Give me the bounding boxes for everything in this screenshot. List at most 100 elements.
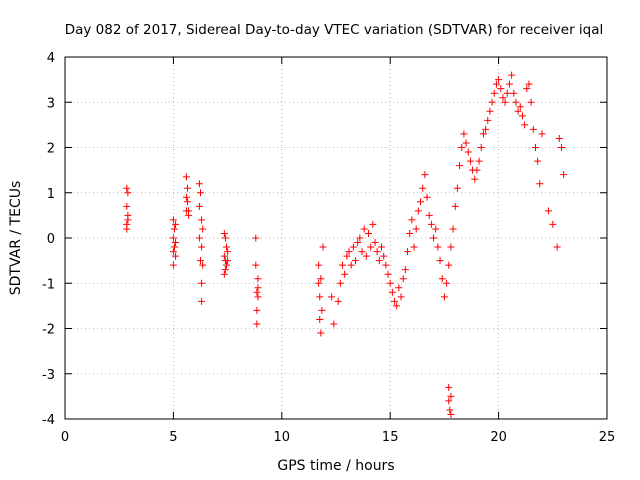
data-point: [172, 252, 180, 260]
data-point: [380, 252, 388, 260]
y-tick-label: 1: [47, 187, 55, 202]
data-point: [367, 243, 375, 251]
data-point: [123, 202, 131, 210]
data-point: [399, 275, 407, 283]
data-point: [443, 279, 451, 287]
data-point: [169, 248, 177, 256]
data-point: [386, 279, 394, 287]
data-point: [427, 220, 435, 228]
data-point: [169, 216, 177, 224]
data-point: [445, 383, 453, 391]
data-point: [185, 211, 193, 219]
y-tick-label: 2: [47, 142, 55, 157]
y-axis-label: SDTVAR / TECUs: [8, 181, 24, 296]
data-point: [220, 270, 228, 278]
data-point: [488, 98, 496, 106]
data-point: [479, 130, 487, 138]
data-point: [198, 216, 206, 224]
data-point: [183, 184, 191, 192]
data-point: [384, 270, 392, 278]
data-point: [395, 284, 403, 292]
data-point: [412, 225, 420, 233]
data-point: [253, 306, 261, 314]
data-point: [419, 184, 427, 192]
data-point: [549, 220, 557, 228]
data-point: [319, 243, 327, 251]
y-tick-label: 0: [47, 232, 55, 247]
data-point: [484, 116, 492, 124]
data-point: [199, 225, 207, 233]
data-point: [182, 193, 190, 201]
data-point: [343, 252, 351, 260]
data-point: [318, 306, 326, 314]
data-point: [391, 297, 399, 305]
data-point: [538, 130, 546, 138]
data-point: [378, 243, 386, 251]
y-axis-ticks: -4 -3 -2 -1 0 1 2 3 4: [42, 51, 607, 428]
data-point: [492, 80, 500, 88]
data-point: [447, 243, 455, 251]
data-point: [471, 175, 479, 183]
data-point: [360, 225, 368, 233]
y-tick-label: -4: [42, 413, 55, 428]
x-tick-label: 15: [382, 430, 399, 445]
data-point: [388, 288, 396, 296]
data-point: [365, 229, 373, 237]
data-point: [354, 239, 362, 247]
data-point: [330, 320, 338, 328]
data-point: [393, 302, 401, 310]
data-point: [345, 248, 353, 256]
data-point: [466, 157, 474, 165]
data-point: [221, 234, 229, 242]
data-point: [406, 229, 414, 237]
data-point: [362, 252, 370, 260]
data-point: [169, 261, 177, 269]
data-point: [195, 180, 203, 188]
data-point: [253, 320, 261, 328]
data-point: [223, 261, 231, 269]
data-point: [456, 162, 464, 170]
data-point: [436, 257, 444, 265]
data-point: [557, 144, 565, 151]
data-point: [123, 184, 131, 192]
data-point: [358, 248, 366, 256]
data-point: [425, 211, 433, 219]
data-point: [495, 76, 503, 84]
data-point: [221, 266, 229, 274]
data-point: [447, 410, 455, 418]
data-point: [404, 248, 412, 256]
y-tick-label: -1: [42, 277, 55, 292]
data-point: [460, 130, 468, 138]
data-point: [373, 248, 381, 256]
data-point: [464, 148, 472, 156]
data-point: [446, 406, 454, 414]
data-point: [536, 180, 544, 188]
data-point: [349, 243, 357, 251]
data-point: [521, 121, 529, 129]
data-point: [123, 225, 131, 233]
data-point: [339, 261, 347, 269]
y-tick-label: 3: [47, 96, 55, 111]
data-point: [497, 85, 505, 93]
data-point: [197, 257, 204, 265]
data-point: [527, 98, 535, 106]
data-point: [183, 198, 191, 206]
data-point: [453, 184, 461, 192]
x-tick-label: 10: [274, 430, 291, 445]
data-point: [199, 261, 207, 269]
data-point: [451, 202, 459, 210]
data-point: [334, 297, 342, 305]
x-axis-ticks: 0 5 10 15 20 25: [61, 57, 615, 445]
chart-title: Day 082 of 2017, Sidereal Day-to-day VTE…: [65, 22, 604, 38]
data-point: [198, 297, 206, 305]
data-point: [510, 89, 518, 97]
data-point: [124, 189, 132, 197]
data-point: [447, 392, 455, 400]
data-point: [434, 243, 442, 251]
data-point: [254, 293, 262, 301]
data-point: [430, 234, 438, 242]
data-point: [445, 397, 453, 405]
data-point: [220, 252, 228, 260]
data-point: [220, 229, 228, 237]
data-point: [477, 144, 485, 151]
